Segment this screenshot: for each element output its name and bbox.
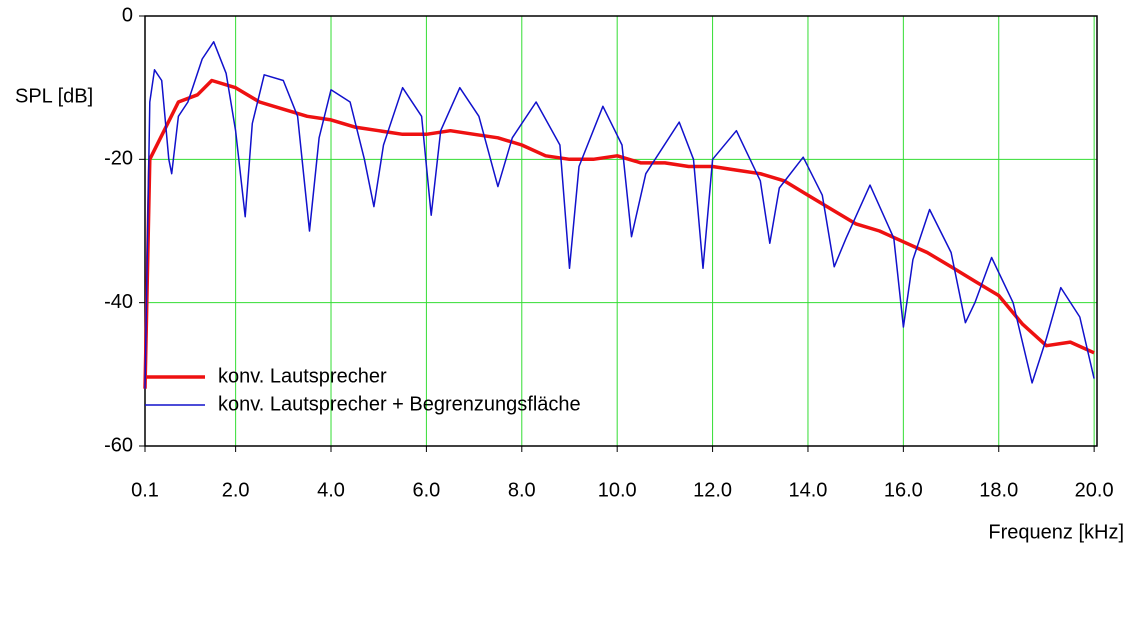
x-tick-label: 2.0 (222, 479, 250, 501)
x-tick-label: 10.0 (598, 479, 637, 501)
x-tick-label: 18.0 (979, 479, 1018, 501)
x-tick-label: 20.0 (1075, 479, 1114, 501)
x-tick-label: 16.0 (884, 479, 923, 501)
y-axis-label: SPL [dB] (15, 85, 93, 107)
x-tick-label: 12.0 (693, 479, 732, 501)
y-tick-label: -20 (104, 148, 133, 170)
x-tick-label: 6.0 (412, 479, 440, 501)
x-tick-label: 4.0 (317, 479, 345, 501)
y-tick-label: -60 (104, 434, 133, 456)
legend-label: konv. Lautsprecher (218, 365, 387, 387)
plot-frame (144, 15, 1098, 447)
line-series (144, 41, 1095, 389)
line-series (143, 78, 1095, 389)
x-tick-label: 14.0 (788, 479, 827, 501)
x-tick-label: 8.0 (508, 479, 536, 501)
x-tick-label: 0.1 (131, 479, 159, 501)
y-tick-label: -40 (104, 291, 133, 313)
x-axis-label: Frequenz [kHz] (988, 521, 1124, 543)
y-tick-label: 0 (122, 4, 133, 26)
legend-label: konv. Lautsprecher + Begrenzungsfläche (218, 393, 581, 415)
